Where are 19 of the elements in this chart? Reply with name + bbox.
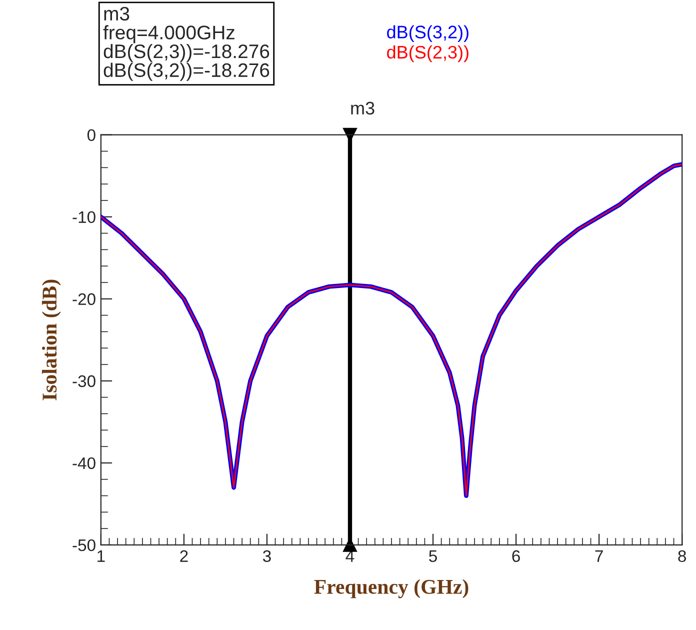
x-tick-label: 6 [512,550,520,562]
ref-line-label: m3 [351,102,374,115]
y-tick-label: -20 [72,293,96,306]
x-tick-label: 7 [595,550,603,562]
x-tick-label: 3 [262,550,271,562]
x-tick-label: 5 [429,550,437,562]
x-tick-label: 2 [180,550,188,562]
y-tick-label: -50 [72,539,96,552]
y-axis-title: Isolation (dB) [42,280,61,400]
y-tick-label: -10 [72,211,96,224]
text: dB(S(3,2)) [387,25,468,42]
text: dB(S(2,3)) [387,45,468,62]
y-tick-label: -30 [72,375,96,388]
text: m3 freq=4.000GHz dB(S(2,3))=-18.276 dB(S(3,2))=-18.276 [103,6,270,81]
x-tick-label: 1 [98,550,105,562]
x-axis-title: Frequency (GHz) [314,579,468,598]
y-tick-label: -40 [72,457,96,470]
x-tick-label: 8 [678,550,686,562]
y-tick-label: 0 [87,129,96,142]
